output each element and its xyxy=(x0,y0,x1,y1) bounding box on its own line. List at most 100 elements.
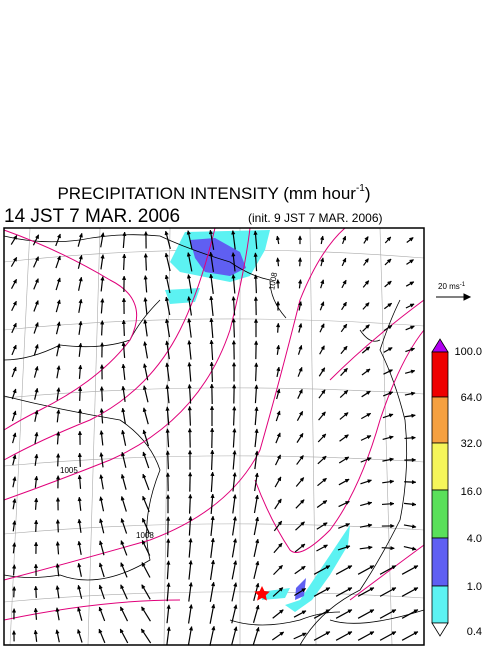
wind-vector-head xyxy=(12,322,17,328)
wind-vector-head xyxy=(253,252,258,257)
wind-vector-head xyxy=(277,498,282,504)
wind-vector-head xyxy=(164,274,169,280)
wind-vector-head xyxy=(322,500,328,505)
wind-vector-head xyxy=(186,230,191,235)
wind-vector-head xyxy=(166,582,171,587)
wind-vector-head xyxy=(12,344,17,350)
wind-vector-head xyxy=(275,322,281,328)
wind-vector-head xyxy=(188,537,193,543)
wind-vector-head xyxy=(300,521,305,527)
wind-vector-head xyxy=(34,343,39,349)
wind-vector-head xyxy=(409,325,415,330)
wind-vector-head xyxy=(121,429,126,435)
wind-vector-head xyxy=(255,604,260,610)
wind-vector-head xyxy=(210,515,215,521)
wind-vector-head xyxy=(56,365,61,370)
wind-vector-head xyxy=(78,232,83,238)
wind-vector-head xyxy=(187,427,193,433)
wind-vector-head xyxy=(100,232,105,237)
wind-vector-head xyxy=(121,407,126,413)
wind-vector-head xyxy=(99,341,105,347)
wind-vector-head xyxy=(55,497,61,502)
wind-vector-head xyxy=(56,299,61,305)
wind-vector-head xyxy=(56,343,61,348)
wind-vector-head xyxy=(366,435,372,440)
wind-vector-head xyxy=(56,387,61,392)
wind-vector-head xyxy=(99,430,104,435)
wind-vector-head xyxy=(388,391,394,396)
wind-vector-head xyxy=(277,520,283,526)
wind-vector-head xyxy=(388,413,394,418)
wind-vector-head xyxy=(98,606,103,612)
precip-moderate xyxy=(190,238,306,600)
wind-vector-head xyxy=(344,456,350,461)
wind-vector-head xyxy=(411,457,417,463)
wind-vector-head xyxy=(413,631,419,636)
wind-vector-head xyxy=(209,383,215,388)
wind-vector-head xyxy=(211,625,216,631)
wind-vector-head xyxy=(141,562,146,567)
wind-vector-head xyxy=(33,519,39,525)
wind-vector-head xyxy=(211,603,216,609)
wind-vector-head xyxy=(56,255,61,261)
wind-vector-head xyxy=(121,341,126,347)
wind-vector-head xyxy=(389,457,395,462)
wind-vector-head xyxy=(98,584,103,590)
wind-vector-head xyxy=(253,296,259,301)
wind-vector-head xyxy=(77,518,82,524)
wind-vector-head xyxy=(389,435,394,440)
map-frame xyxy=(3,227,425,646)
wind-vector-head xyxy=(165,362,170,367)
wind-vector-head xyxy=(142,451,147,457)
wind-vector-head xyxy=(120,473,125,479)
wind-vector-head xyxy=(277,476,282,482)
wind-vector-head xyxy=(12,542,17,547)
wind-vector-head xyxy=(33,563,39,569)
wind-vector-head xyxy=(301,632,307,637)
colorbar-label: 16.0 xyxy=(461,486,482,498)
wind-vector-head xyxy=(325,565,331,570)
wind-vector-head xyxy=(78,386,83,392)
vector-scale-arrow xyxy=(436,293,472,301)
wind-vector-head xyxy=(186,273,192,279)
wind-vector-head xyxy=(12,476,17,481)
colorbar-labels: 100.0 64.0 32.0 16.0 4.0 1.0 0.4 xyxy=(454,346,482,638)
wind-vector-head xyxy=(365,390,371,396)
wind-vector-head xyxy=(209,317,214,323)
wind-vector-head xyxy=(187,361,192,367)
wind-vector-head xyxy=(275,235,281,241)
wind-vector-head xyxy=(232,515,237,521)
colorbar-segment xyxy=(431,442,449,491)
wind-vector-head xyxy=(409,281,415,286)
wind-vector-head xyxy=(232,427,237,433)
wind-vector-head xyxy=(254,428,259,433)
wind-vector-head xyxy=(11,564,17,569)
wind-vector-head xyxy=(11,586,17,591)
wind-vector-head xyxy=(413,565,419,570)
wind-vector-head xyxy=(367,523,373,528)
wind-vector-head xyxy=(78,276,83,282)
wind-vector-head xyxy=(12,234,18,240)
wind-vector-head xyxy=(99,474,104,479)
wind-vector-head xyxy=(255,626,260,632)
wind-vector-head xyxy=(120,584,125,590)
wind-vector-head xyxy=(209,405,215,410)
wind-vector-head xyxy=(276,432,281,438)
wind-vector-head xyxy=(34,299,39,305)
wind-vector-head xyxy=(187,449,193,455)
wind-vector-head xyxy=(143,319,148,324)
wind-vector-head xyxy=(298,366,303,372)
wind-vector-head xyxy=(366,457,372,462)
wind-vector-head xyxy=(254,450,259,456)
wind-vector-head xyxy=(390,523,395,529)
wind-vector-head xyxy=(299,477,305,482)
colorbar-segment xyxy=(431,489,449,539)
wind-vector-head xyxy=(142,385,148,390)
wind-vector-head xyxy=(165,340,170,346)
wind-vector-head xyxy=(166,604,171,609)
wind-vector-head xyxy=(56,277,61,283)
wind-vector-head xyxy=(34,365,39,371)
title-superscript: -1 xyxy=(356,183,365,194)
wind-vector-head xyxy=(34,321,39,327)
